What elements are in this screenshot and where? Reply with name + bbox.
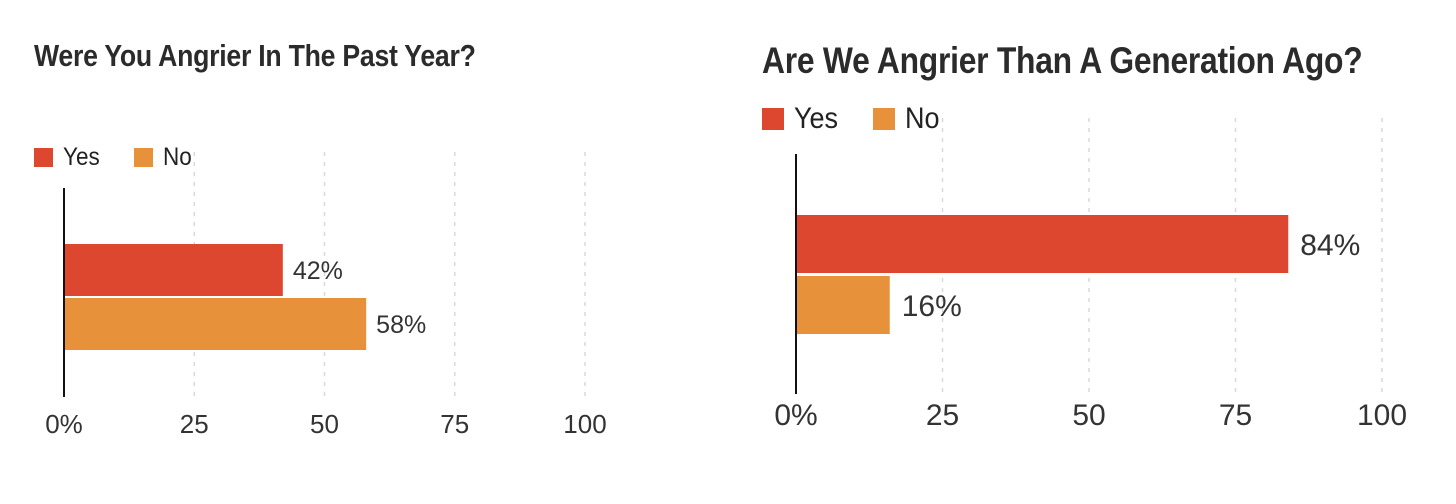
legend-item-yes: Yes xyxy=(762,102,843,136)
legend: Yes No xyxy=(34,143,225,172)
legend-item-no: No xyxy=(133,143,195,172)
x-tick-label: 25 xyxy=(180,409,209,439)
chart-panel-past-year: Were You Angrier In The Past Year? Yes N… xyxy=(34,38,607,439)
bar-no xyxy=(796,276,890,334)
legend: Yes No xyxy=(762,102,973,136)
data-label-yes: 42% xyxy=(293,257,343,285)
x-tick-label: 50 xyxy=(310,409,339,439)
legend-label-no: No xyxy=(162,143,192,171)
legend-swatch-yes xyxy=(762,108,784,130)
x-tick-label: 50 xyxy=(1072,399,1105,432)
legend-item-no: No xyxy=(872,102,943,136)
bar-chart-generation: 84% 16% 0% 25 50 75 100 xyxy=(774,118,1407,432)
x-tick-label: 100 xyxy=(1357,399,1407,432)
legend-label-yes: Yes xyxy=(794,102,839,135)
x-tick-label: 25 xyxy=(926,399,959,432)
legend-swatch-no xyxy=(872,108,895,130)
bar-yes xyxy=(64,244,283,296)
x-tick-label: 0% xyxy=(45,409,83,439)
bar-yes xyxy=(796,215,1289,273)
legend-item-yes: Yes xyxy=(34,143,104,172)
bar-chart-past-year: 42% 58% 0% 25 50 75 100 xyxy=(45,152,607,439)
x-tick-label: 75 xyxy=(1219,399,1252,432)
x-tick-label: 100 xyxy=(563,409,606,439)
x-tick-label: 75 xyxy=(440,409,469,439)
chart-title: Were You Angrier In The Past Year? xyxy=(34,38,476,73)
bar-no xyxy=(64,298,367,350)
chart-title: Are We Angrier Than A Generation Ago? xyxy=(762,40,1363,81)
data-label-no: 58% xyxy=(376,311,426,339)
legend-swatch-no xyxy=(133,148,153,167)
data-label-no: 16% xyxy=(902,290,962,323)
x-tick-label: 0% xyxy=(774,399,817,432)
legend-swatch-yes xyxy=(34,148,53,167)
legend-label-yes: Yes xyxy=(63,143,100,171)
legend-label-no: No xyxy=(904,102,940,135)
chart-panel-generation: Are We Angrier Than A Generation Ago? Ye… xyxy=(728,0,1456,504)
data-label-yes: 84% xyxy=(1300,229,1360,262)
